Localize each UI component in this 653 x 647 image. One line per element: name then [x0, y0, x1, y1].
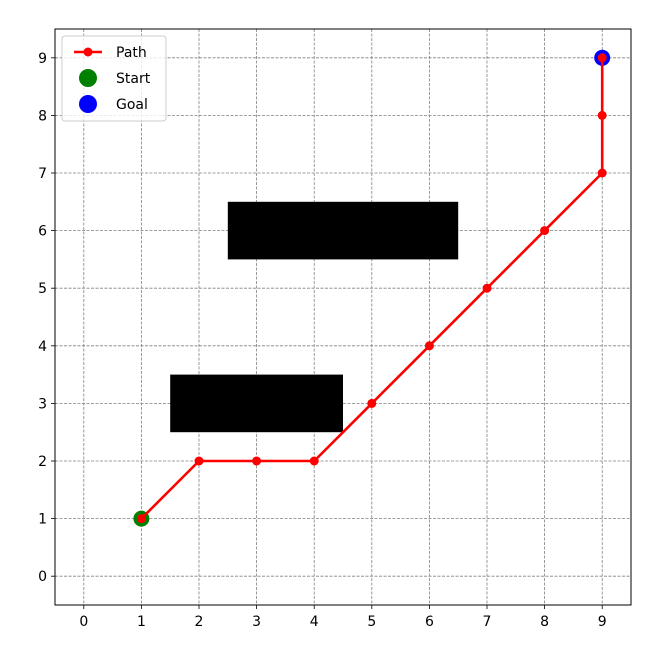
legend-box	[61, 35, 167, 122]
x-tick-label: 7	[483, 614, 492, 630]
obstacle-rect	[227, 201, 459, 260]
y-tick-label: 9	[38, 51, 47, 67]
legend-start-marker	[79, 69, 97, 87]
path-point	[136, 514, 146, 524]
y-tick-label: 2	[38, 454, 47, 470]
x-tick-label: 1	[137, 614, 146, 630]
obstacles	[170, 201, 459, 433]
path-point	[597, 168, 607, 178]
plot-frame	[54, 28, 632, 606]
legend-goal-marker	[79, 95, 97, 113]
y-tick-label: 8	[38, 108, 47, 124]
x-tick-label: 9	[598, 614, 607, 630]
obstacle-rect	[170, 374, 343, 433]
legend-label-path: Path	[116, 45, 147, 61]
legend: Path Start Goal	[61, 35, 167, 122]
path-point	[597, 53, 607, 63]
path-point	[424, 341, 434, 351]
axis-ticks: 0 1 2 3 4 5 6 7 8 9 0 1 2 3 4 5 6 7 8 9	[38, 51, 607, 630]
y-tick-label: 6	[38, 224, 47, 240]
path-point	[367, 398, 377, 408]
path-point	[540, 226, 550, 236]
series	[133, 49, 611, 527]
y-tick-label: 7	[38, 166, 47, 182]
y-tick-label: 4	[38, 339, 47, 355]
legend-label-start: Start	[116, 71, 151, 87]
y-tick-label: 1	[38, 512, 47, 528]
path-point	[309, 456, 319, 466]
legend-path-marker	[83, 47, 93, 57]
x-tick-label: 6	[425, 614, 434, 630]
x-tick-label: 8	[540, 614, 549, 630]
x-tick-label: 3	[252, 614, 261, 630]
path-point	[482, 283, 492, 293]
x-tick-label: 0	[79, 614, 88, 630]
x-tick-label: 2	[195, 614, 204, 630]
y-tick-label: 5	[38, 281, 47, 297]
path-point	[252, 456, 262, 466]
path-point	[194, 456, 204, 466]
y-tick-label: 0	[38, 569, 47, 585]
x-tick-label: 5	[367, 614, 376, 630]
path-point	[597, 110, 607, 120]
x-tick-label: 4	[310, 614, 319, 630]
y-tick-label: 3	[38, 396, 47, 412]
legend-label-goal: Goal	[116, 97, 148, 113]
